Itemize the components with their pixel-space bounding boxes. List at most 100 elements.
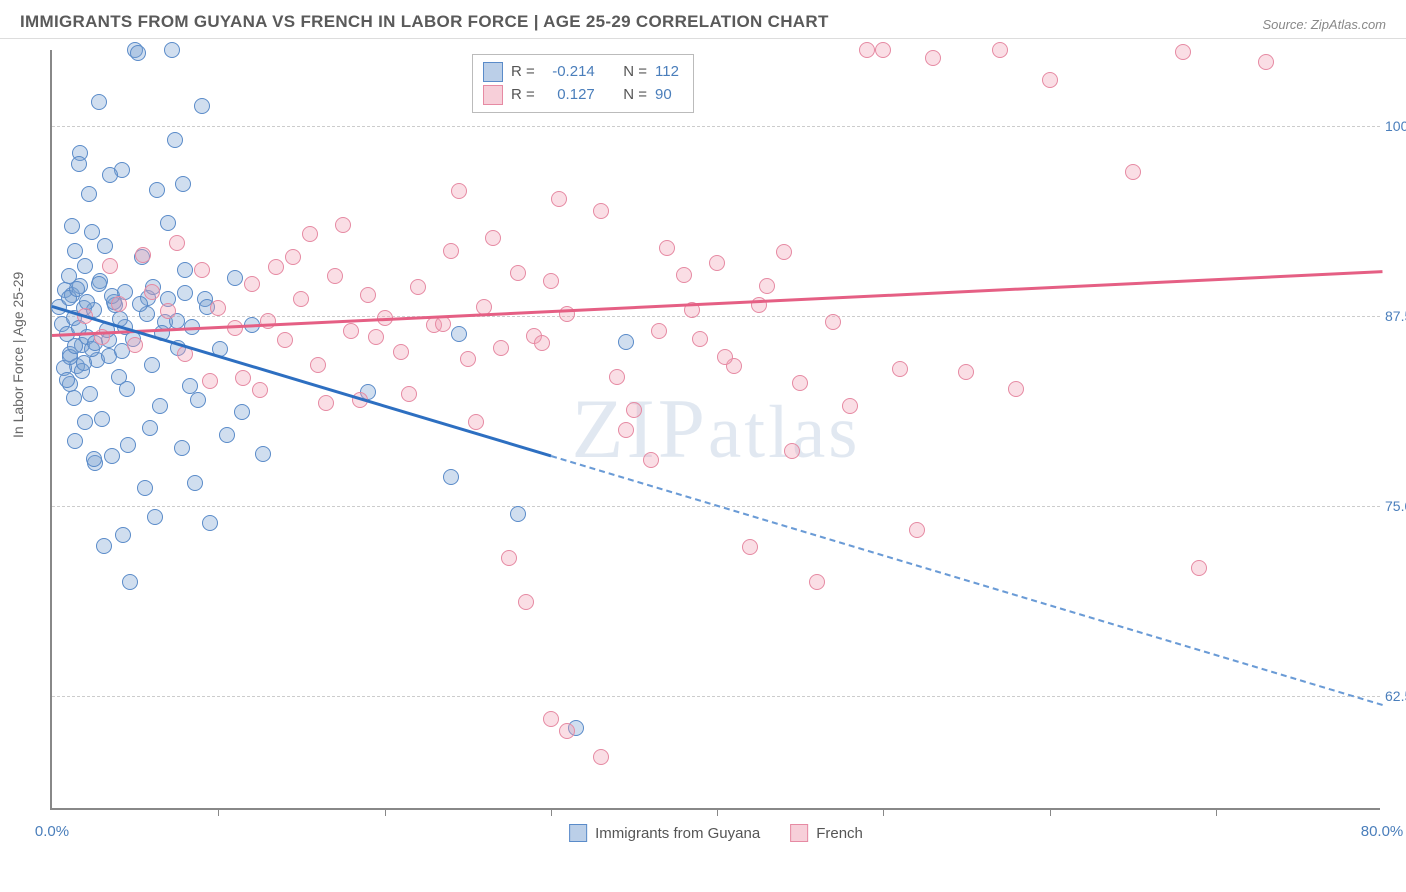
data-point xyxy=(115,527,131,543)
data-point xyxy=(1258,54,1274,70)
data-point xyxy=(174,440,190,456)
legend-r-label: R = xyxy=(511,84,535,107)
data-point xyxy=(119,381,135,397)
data-point xyxy=(164,42,180,58)
data-point xyxy=(1191,560,1207,576)
data-point xyxy=(692,331,708,347)
data-point xyxy=(717,349,733,365)
data-point xyxy=(137,480,153,496)
data-point xyxy=(160,303,176,319)
data-point xyxy=(149,182,165,198)
data-point xyxy=(992,42,1008,58)
data-point xyxy=(892,361,908,377)
data-point xyxy=(776,244,792,260)
data-point xyxy=(147,509,163,525)
x-tick-label: 80.0% xyxy=(1361,823,1404,840)
data-point xyxy=(360,287,376,303)
data-point xyxy=(64,218,80,234)
data-point xyxy=(501,550,517,566)
data-point xyxy=(742,539,758,555)
data-point xyxy=(71,156,87,172)
data-point xyxy=(102,167,118,183)
data-point xyxy=(510,265,526,281)
data-point xyxy=(96,538,112,554)
y-tick-label: 100.0% xyxy=(1385,118,1406,134)
data-point xyxy=(77,258,93,274)
bottom-legend-label: French xyxy=(816,825,863,842)
gridline-horizontal xyxy=(52,696,1380,697)
x-tick-mark xyxy=(551,808,552,816)
data-point xyxy=(551,191,567,207)
data-point xyxy=(160,215,176,231)
legend-n-label: N = xyxy=(623,61,647,84)
data-point xyxy=(842,398,858,414)
data-point xyxy=(609,369,625,385)
data-point xyxy=(194,262,210,278)
data-point xyxy=(1008,381,1024,397)
data-point xyxy=(327,268,343,284)
legend-swatch xyxy=(483,85,503,105)
x-tick-mark xyxy=(883,808,884,816)
data-point xyxy=(335,217,351,233)
data-point xyxy=(177,285,193,301)
data-point xyxy=(190,392,206,408)
data-point xyxy=(202,373,218,389)
data-point xyxy=(518,594,534,610)
data-point xyxy=(234,404,250,420)
gridline-horizontal xyxy=(52,126,1380,127)
data-point xyxy=(97,238,113,254)
data-point xyxy=(1042,72,1058,88)
legend-swatch xyxy=(483,62,503,82)
x-tick-mark xyxy=(218,808,219,816)
data-point xyxy=(1125,164,1141,180)
data-point xyxy=(593,749,609,765)
data-point xyxy=(809,574,825,590)
data-point xyxy=(460,351,476,367)
legend-r-value: -0.214 xyxy=(543,61,595,84)
chart-header: IMMIGRANTS FROM GUYANA VS FRENCH IN LABO… xyxy=(0,0,1406,39)
data-point xyxy=(130,45,146,61)
data-point xyxy=(255,446,271,462)
data-point xyxy=(784,443,800,459)
data-point xyxy=(618,422,634,438)
data-point xyxy=(676,267,692,283)
data-point xyxy=(493,340,509,356)
legend-n-value: 90 xyxy=(655,84,672,107)
data-point xyxy=(187,475,203,491)
chart-title: IMMIGRANTS FROM GUYANA VS FRENCH IN LABO… xyxy=(20,12,829,32)
data-point xyxy=(169,235,185,251)
legend-r-value: 0.127 xyxy=(543,84,595,107)
data-point xyxy=(343,323,359,339)
data-point xyxy=(177,262,193,278)
data-point xyxy=(709,255,725,271)
data-point xyxy=(593,203,609,219)
data-point xyxy=(875,42,891,58)
data-point xyxy=(86,451,102,467)
data-point xyxy=(451,326,467,342)
data-point xyxy=(792,375,808,391)
data-point xyxy=(104,448,120,464)
data-point xyxy=(302,226,318,242)
data-point xyxy=(958,364,974,380)
chart-plot-area: ZIPatlas R = -0.214 N = 112R = 0.127 N =… xyxy=(50,50,1380,810)
watermark-text: ZIPatlas xyxy=(572,380,861,478)
data-point xyxy=(318,395,334,411)
x-tick-label: 0.0% xyxy=(35,823,69,840)
data-point xyxy=(909,522,925,538)
correlation-legend-box: R = -0.214 N = 112R = 0.127 N = 90 xyxy=(472,54,694,113)
data-point xyxy=(120,437,136,453)
data-point xyxy=(618,334,634,350)
x-tick-mark xyxy=(717,808,718,816)
series-legend: Immigrants from GuyanaFrench xyxy=(569,824,863,842)
data-point xyxy=(175,176,191,192)
data-point xyxy=(401,386,417,402)
bottom-legend-item: French xyxy=(790,824,863,842)
data-point xyxy=(293,291,309,307)
data-point xyxy=(368,329,384,345)
legend-swatch xyxy=(569,824,587,842)
trend-line xyxy=(550,455,1382,706)
data-point xyxy=(759,278,775,294)
data-point xyxy=(244,276,260,292)
data-point xyxy=(219,427,235,443)
data-point xyxy=(111,296,127,312)
